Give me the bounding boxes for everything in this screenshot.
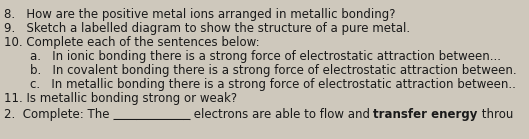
Text: 9.   Sketch a labelled diagram to show the structure of a pure metal.: 9. Sketch a labelled diagram to show the…: [4, 22, 410, 35]
Text: _____________: _____________: [113, 108, 189, 121]
Text: electrons are able to flow and: electrons are able to flow and: [189, 108, 373, 121]
Text: 8.   How are the positive metal ions arranged in metallic bonding?: 8. How are the positive metal ions arran…: [4, 8, 396, 21]
Text: b.   In covalent bonding there is a strong force of electrostatic attraction bet: b. In covalent bonding there is a strong…: [30, 64, 517, 77]
Text: 11. Is metallic bonding strong or weak?: 11. Is metallic bonding strong or weak?: [4, 92, 237, 105]
Text: c.   In metallic bonding there is a strong force of electrostatic attraction bet: c. In metallic bonding there is a strong…: [30, 78, 516, 91]
Text: a.   In ionic bonding there is a strong force of electrostatic attraction betwee: a. In ionic bonding there is a strong fo…: [30, 50, 501, 63]
Text: throu: throu: [478, 108, 513, 121]
Text: 10. Complete each of the sentences below:: 10. Complete each of the sentences below…: [4, 36, 260, 49]
Text: 2.  Complete: The: 2. Complete: The: [4, 108, 113, 121]
Text: transfer energy: transfer energy: [373, 108, 478, 121]
